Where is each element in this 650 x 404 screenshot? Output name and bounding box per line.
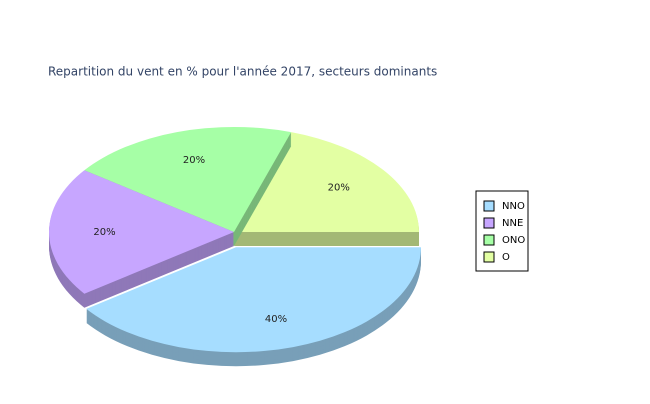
legend-swatch: [483, 234, 495, 246]
legend-label: NNE: [502, 218, 523, 229]
slice: [86, 247, 421, 353]
legend-label: ONO: [502, 235, 525, 246]
legend-swatch: [483, 251, 495, 263]
slice: [84, 126, 292, 232]
legend-label: NNO: [502, 201, 525, 212]
legend-label: O: [502, 252, 510, 263]
value-label: 20%: [183, 155, 205, 166]
slice: [49, 170, 234, 294]
value-label: 20%: [328, 183, 350, 194]
legend-swatch: [483, 217, 495, 229]
chart-title: Repartition du vent en % pour l'année 20…: [48, 65, 437, 79]
pie: 20% 20% 20% 40%: [48, 126, 421, 367]
value-label: 40%: [265, 314, 287, 325]
value-label: 20%: [93, 227, 115, 238]
legend-swatch: [483, 200, 495, 212]
legend: NNO NNE ONO O: [483, 200, 525, 263]
